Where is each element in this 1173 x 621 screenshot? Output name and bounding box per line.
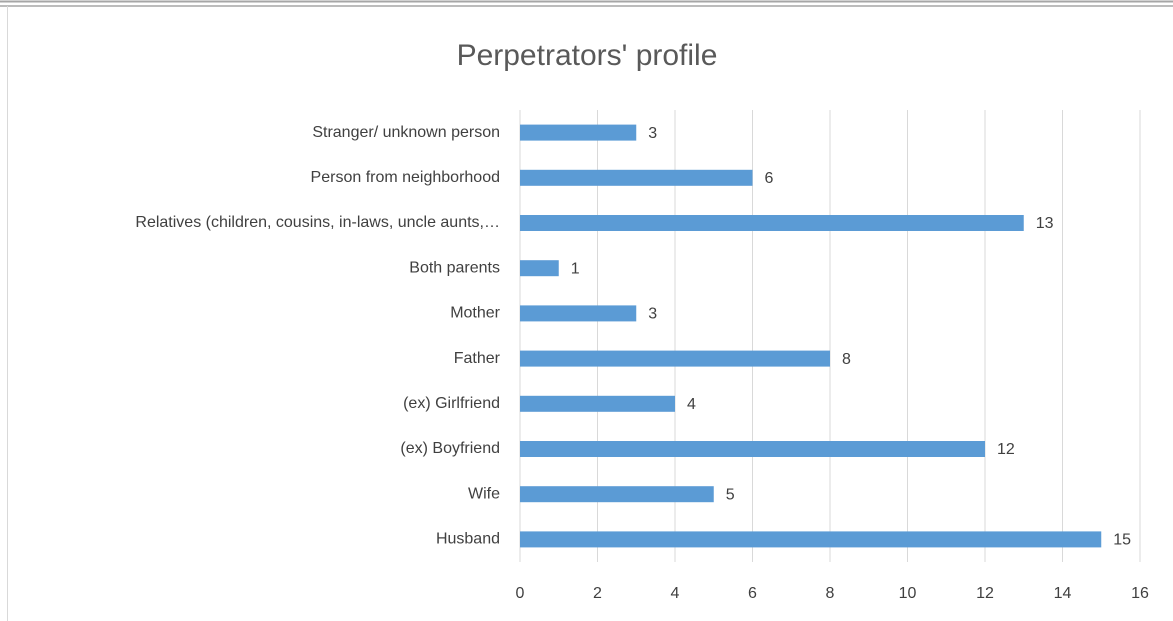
bar xyxy=(520,260,559,277)
y-tick-label: Relatives (children, cousins, in-laws, u… xyxy=(135,214,500,231)
x-tick-label: 8 xyxy=(826,585,835,602)
x-tick-label: 4 xyxy=(671,585,680,602)
y-tick-label: Stranger/ unknown person xyxy=(312,124,500,141)
x-tick-label: 2 xyxy=(593,585,602,602)
value-label: 3 xyxy=(648,125,657,142)
y-tick-label: Wife xyxy=(468,485,500,502)
value-label: 13 xyxy=(1036,215,1054,232)
value-label: 1 xyxy=(571,260,580,277)
bar xyxy=(520,305,637,322)
x-tick-label: 14 xyxy=(1054,585,1072,602)
x-tick-label: 16 xyxy=(1131,585,1149,602)
x-tick-label: 10 xyxy=(899,585,917,602)
x-tick-label: 6 xyxy=(748,585,757,602)
value-label: 15 xyxy=(1113,532,1131,549)
x-tick-label: 0 xyxy=(516,585,525,602)
bar xyxy=(520,441,985,457)
value-label: 12 xyxy=(997,441,1015,458)
bar xyxy=(520,124,637,141)
x-tick-label: 12 xyxy=(976,585,994,602)
bar xyxy=(520,395,675,412)
value-label: 3 xyxy=(648,306,657,323)
bar xyxy=(520,486,714,503)
value-label: 8 xyxy=(842,351,851,368)
y-tick-label: (ex) Boyfriend xyxy=(400,440,500,457)
y-tick-label: Mother xyxy=(450,305,500,322)
bar xyxy=(520,350,830,367)
y-tick-label: Person from neighborhood xyxy=(311,169,500,186)
y-tick-label: Both parents xyxy=(409,259,500,276)
bar xyxy=(520,531,1102,548)
bar xyxy=(520,169,753,186)
value-label: 4 xyxy=(687,396,696,413)
y-tick-label: Father xyxy=(454,350,501,367)
bar xyxy=(520,215,1024,231)
chart-title: Perpetrators' profile xyxy=(457,39,718,72)
y-tick-label: Husband xyxy=(436,531,500,548)
value-label: 5 xyxy=(726,486,735,503)
value-label: 6 xyxy=(765,170,774,187)
y-tick-label: (ex) Girlfriend xyxy=(403,395,500,412)
